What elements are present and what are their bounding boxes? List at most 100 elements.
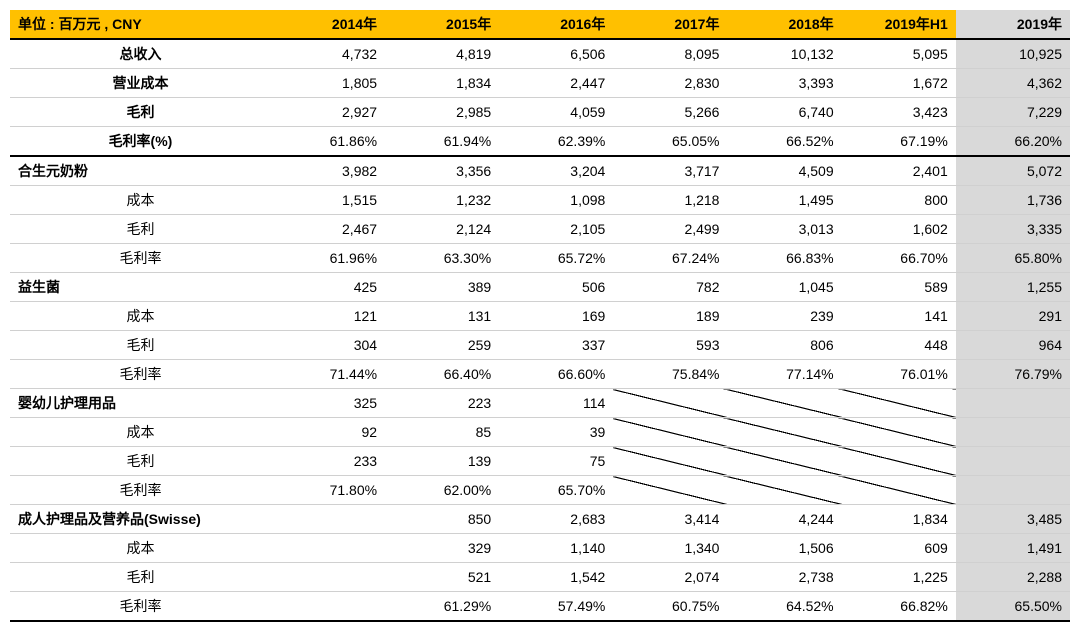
table-row: 毛利2,9272,9854,0595,2666,7403,4237,229 [10, 98, 1070, 127]
value-cell: 448 [842, 331, 956, 360]
value-cell: 4,362 [956, 69, 1070, 98]
value-cell: 2,288 [956, 563, 1070, 592]
value-cell: 1,218 [613, 186, 727, 215]
table-row: 成本1,5151,2321,0981,2181,4958001,736 [10, 186, 1070, 215]
value-cell: 4,059 [499, 98, 613, 127]
value-cell: 506 [499, 273, 613, 302]
value-cell: 233 [271, 447, 385, 476]
row-label: 婴幼儿护理用品 [10, 389, 271, 418]
value-cell: 1,045 [727, 273, 841, 302]
value-cell [613, 389, 727, 418]
value-cell: 10,925 [956, 39, 1070, 69]
value-cell [956, 418, 1070, 447]
value-cell: 66.20% [956, 127, 1070, 157]
unit-label: 单位 : 百万元 , CNY [10, 10, 271, 39]
table-row: 毛利23313975 [10, 447, 1070, 476]
value-cell: 61.86% [271, 127, 385, 157]
value-cell: 239 [727, 302, 841, 331]
value-cell: 4,244 [727, 505, 841, 534]
row-label: 毛利 [10, 331, 271, 360]
row-label: 毛利率(%) [10, 127, 271, 157]
table-row: 毛利304259337593806448964 [10, 331, 1070, 360]
value-cell: 259 [385, 331, 499, 360]
row-label: 成本 [10, 302, 271, 331]
value-cell: 60.75% [613, 592, 727, 622]
year-col-6: 2019年 [956, 10, 1070, 39]
value-cell: 76.79% [956, 360, 1070, 389]
value-cell: 5,266 [613, 98, 727, 127]
value-cell: 65.80% [956, 244, 1070, 273]
value-cell [271, 592, 385, 622]
value-cell: 2,738 [727, 563, 841, 592]
value-cell: 223 [385, 389, 499, 418]
value-cell: 1,672 [842, 69, 956, 98]
value-cell: 66.82% [842, 592, 956, 622]
value-cell: 2,927 [271, 98, 385, 127]
value-cell: 131 [385, 302, 499, 331]
table-row: 益生菌4253895067821,0455891,255 [10, 273, 1070, 302]
value-cell: 5,095 [842, 39, 956, 69]
value-cell: 2,830 [613, 69, 727, 98]
value-cell [613, 418, 727, 447]
value-cell: 7,229 [956, 98, 1070, 127]
value-cell: 39 [499, 418, 613, 447]
value-cell: 3,356 [385, 156, 499, 186]
value-cell [271, 505, 385, 534]
table-row: 成本121131169189239141291 [10, 302, 1070, 331]
value-cell: 114 [499, 389, 613, 418]
header-row: 单位 : 百万元 , CNY 2014年 2015年 2016年 2017年 2… [10, 10, 1070, 39]
value-cell: 389 [385, 273, 499, 302]
table-row: 成人护理品及营养品(Swisse)8502,6833,4144,2441,834… [10, 505, 1070, 534]
value-cell: 77.14% [727, 360, 841, 389]
value-cell: 169 [499, 302, 613, 331]
value-cell: 75.84% [613, 360, 727, 389]
value-cell: 66.60% [499, 360, 613, 389]
value-cell: 291 [956, 302, 1070, 331]
value-cell: 2,499 [613, 215, 727, 244]
year-col-0: 2014年 [271, 10, 385, 39]
value-cell: 61.94% [385, 127, 499, 157]
value-cell: 66.83% [727, 244, 841, 273]
year-col-1: 2015年 [385, 10, 499, 39]
value-cell [842, 476, 956, 505]
value-cell: 1,834 [842, 505, 956, 534]
value-cell: 65.05% [613, 127, 727, 157]
table-row: 毛利率61.29%57.49%60.75%64.52%66.82%65.50% [10, 592, 1070, 622]
row-label: 毛利率 [10, 244, 271, 273]
value-cell: 121 [271, 302, 385, 331]
value-cell [271, 563, 385, 592]
value-cell: 1,491 [956, 534, 1070, 563]
value-cell: 1,515 [271, 186, 385, 215]
value-cell: 806 [727, 331, 841, 360]
row-label: 毛利 [10, 447, 271, 476]
value-cell: 4,732 [271, 39, 385, 69]
value-cell [613, 476, 727, 505]
table-row: 总收入4,7324,8196,5068,09510,1325,09510,925 [10, 39, 1070, 69]
value-cell: 189 [613, 302, 727, 331]
year-col-3: 2017年 [613, 10, 727, 39]
value-cell: 1,506 [727, 534, 841, 563]
value-cell: 964 [956, 331, 1070, 360]
value-cell [842, 447, 956, 476]
value-cell: 1,805 [271, 69, 385, 98]
row-label: 益生菌 [10, 273, 271, 302]
value-cell [956, 476, 1070, 505]
value-cell: 2,074 [613, 563, 727, 592]
value-cell: 1,495 [727, 186, 841, 215]
value-cell: 2,683 [499, 505, 613, 534]
value-cell: 63.30% [385, 244, 499, 273]
table-row: 毛利率71.44%66.40%66.60%75.84%77.14%76.01%7… [10, 360, 1070, 389]
table-row: 合生元奶粉3,9823,3563,2043,7174,5092,4015,072 [10, 156, 1070, 186]
value-cell: 3,393 [727, 69, 841, 98]
value-cell: 64.52% [727, 592, 841, 622]
value-cell: 1,602 [842, 215, 956, 244]
value-cell: 66.40% [385, 360, 499, 389]
value-cell: 5,072 [956, 156, 1070, 186]
table-row: 成本928539 [10, 418, 1070, 447]
value-cell: 329 [385, 534, 499, 563]
value-cell: 3,717 [613, 156, 727, 186]
value-cell: 2,447 [499, 69, 613, 98]
table-row: 毛利率61.96%63.30%65.72%67.24%66.83%66.70%6… [10, 244, 1070, 273]
value-cell [956, 447, 1070, 476]
row-label: 成本 [10, 418, 271, 447]
